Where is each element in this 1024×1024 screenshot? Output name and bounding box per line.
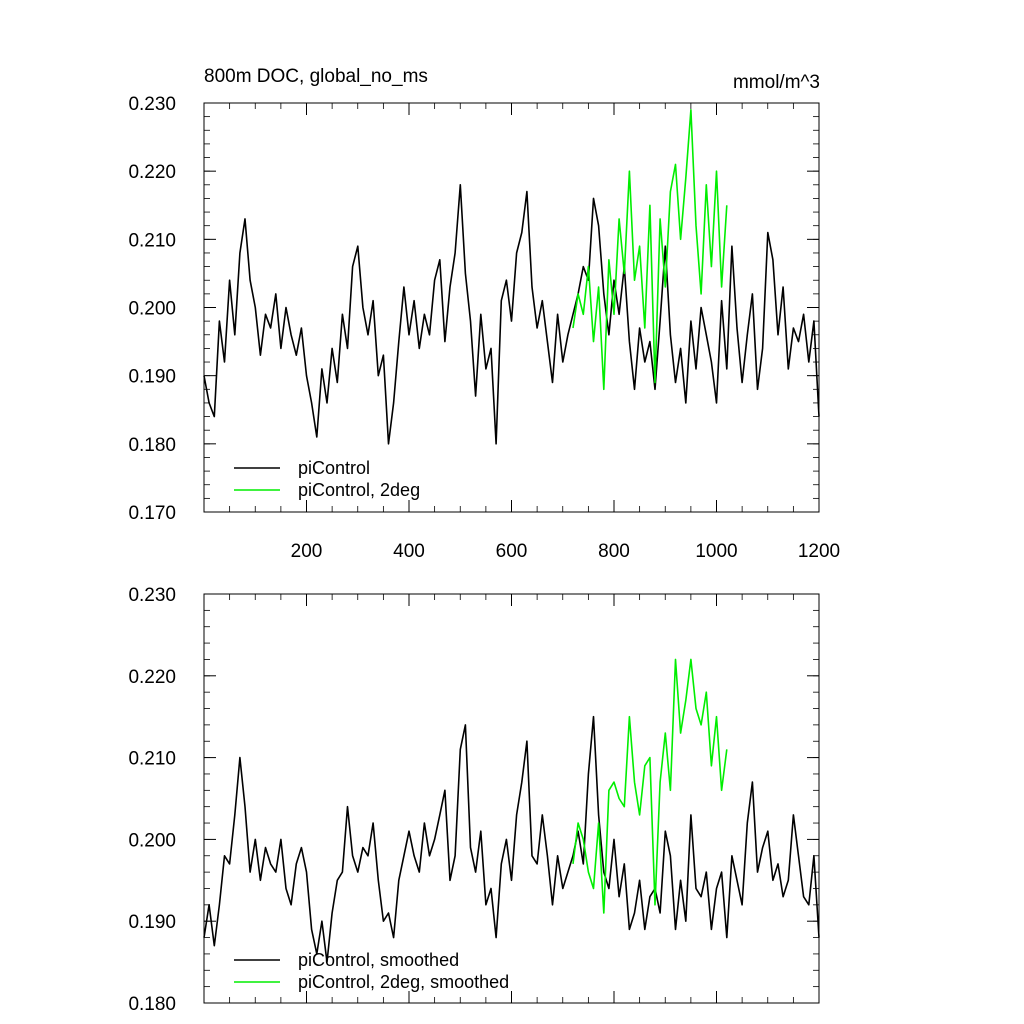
series-line-picontrol (203, 184, 820, 445)
y-tick-label: 0.200 (128, 299, 176, 320)
y-tick-label: 0.180 (128, 435, 176, 456)
y-tick-label: 0.230 (128, 94, 176, 115)
chart-units: mmol/m^3 (733, 72, 820, 93)
x-tick-label: 600 (496, 541, 528, 562)
series-line-picontrol (203, 715, 820, 963)
y-tick-label: 0.220 (128, 667, 176, 688)
plot-frame (203, 593, 820, 1004)
legend-label-picontrol-smoothed: piControl, smoothed (298, 950, 459, 970)
x-tick-label: 800 (598, 541, 630, 562)
x-tick-label: 400 (393, 541, 425, 562)
y-tick-label: 0.190 (128, 367, 176, 388)
chart-legend-bottom: piControl, smoothed piControl, 2deg, smo… (234, 950, 509, 992)
y-tick-label: 0.200 (128, 830, 176, 851)
series-line-picontrol-2deg (572, 658, 728, 914)
x-tick-label: 200 (291, 541, 323, 562)
x-tick-label: 1200 (798, 541, 840, 562)
chart-panel-top: 800m DOC, global_no_ms mmol/m^3 0.1700.1… (128, 66, 840, 562)
chart-series-top (203, 109, 820, 445)
legend-label-picontrol: piControl (298, 458, 370, 478)
y-tick-label: 0.230 (128, 585, 176, 606)
chart-panel-bottom: 0.180 0.190 0.200 0.210 0.220 0.230 piControl… (128, 585, 820, 1015)
legend-label-picontrol-2deg: piControl, 2deg (298, 480, 420, 500)
legend-label-picontrol-2deg-smoothed: piControl, 2deg, smoothed (298, 972, 509, 992)
y-tick-label: 0.210 (128, 230, 176, 251)
chart-title: 800m DOC, global_no_ms (204, 66, 428, 87)
y-tick-label: 0.210 (128, 749, 176, 770)
y-tick-label: 0.170 (128, 503, 176, 524)
y-tick-label: 0.220 (128, 162, 176, 183)
chart-axes-top: 0.170 0.180 0.190 0.200 0.210 0.220 0.230 200 40… (128, 94, 840, 562)
series-line-picontrol-2deg (572, 109, 728, 391)
y-tick-label: 0.180 (128, 994, 176, 1015)
chart-axes-bottom: 0.180 0.190 0.200 0.210 0.220 0.230 (128, 585, 820, 1015)
y-tick-label: 0.190 (128, 912, 176, 933)
chart-series-bottom (203, 658, 820, 963)
chart-legend-top: piControl piControl, 2deg (234, 458, 420, 500)
x-tick-label: 1000 (695, 541, 737, 562)
plot-frame (203, 102, 820, 513)
